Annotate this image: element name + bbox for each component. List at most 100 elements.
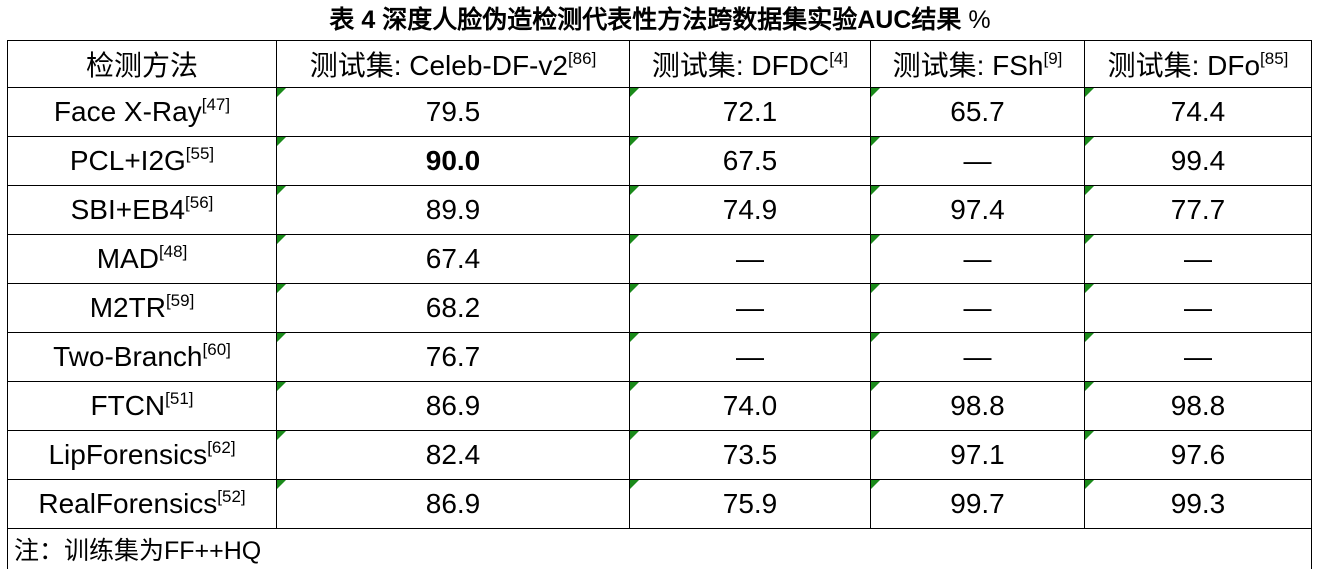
green-corner-marker bbox=[630, 235, 639, 244]
green-corner-marker bbox=[1085, 480, 1094, 489]
value-cell: — bbox=[1084, 332, 1312, 382]
auc-value: 86.9 bbox=[425, 390, 481, 421]
auc-value: 74.9 bbox=[722, 194, 778, 225]
table-row: Two-Branch[60] 76.7 — — — bbox=[7, 332, 1312, 382]
auc-value: 76.7 bbox=[425, 341, 481, 372]
green-corner-marker bbox=[277, 431, 286, 440]
method-name: Two-Branch bbox=[53, 341, 203, 372]
green-corner-marker bbox=[630, 480, 639, 489]
auc-value: — bbox=[1184, 341, 1212, 372]
value-cell: 82.4 bbox=[276, 430, 630, 480]
value-cell: 73.5 bbox=[629, 430, 871, 480]
value-cell: 65.7 bbox=[870, 87, 1085, 137]
value-cell: 86.9 bbox=[276, 381, 630, 431]
value-cell: 77.7 bbox=[1084, 185, 1312, 235]
auc-value: 75.9 bbox=[722, 488, 778, 519]
method-name: LipForensics bbox=[48, 439, 208, 470]
method-cell: M2TR[59] bbox=[7, 283, 277, 333]
table-row: FTCN[51] 86.9 74.0 98.8 98.8 bbox=[7, 381, 1312, 431]
auc-value: 79.5 bbox=[425, 96, 481, 127]
auc-value: 77.7 bbox=[1170, 194, 1226, 225]
caption-label: 表 4 bbox=[329, 6, 376, 34]
green-corner-marker bbox=[277, 382, 286, 391]
method-name: PCL+I2G bbox=[69, 145, 186, 176]
auc-value: 99.7 bbox=[950, 488, 1005, 519]
table-row: LipForensics[62] 82.4 73.5 97.1 97.6 bbox=[7, 430, 1312, 480]
method-name: M2TR bbox=[89, 292, 166, 323]
caption-unit: % bbox=[968, 6, 991, 34]
value-cell: 76.7 bbox=[276, 332, 630, 382]
value-cell: — bbox=[1084, 283, 1312, 333]
green-corner-marker bbox=[630, 431, 639, 440]
header-row: 检测方法 测试集: Celeb-DF-v2[86] 测试集: DFDC[4] 测… bbox=[7, 40, 1312, 88]
green-corner-marker bbox=[871, 88, 880, 97]
auc-value: 97.6 bbox=[1170, 439, 1226, 470]
method-cell: LipForensics[62] bbox=[7, 430, 277, 480]
green-corner-marker bbox=[630, 333, 639, 342]
value-cell: 67.5 bbox=[629, 136, 871, 186]
green-corner-marker bbox=[1085, 284, 1094, 293]
caption-title: 深度人脸伪造检测代表性方法跨数据集实验AUC结果 bbox=[382, 6, 962, 34]
table-row: SBI+EB4[56] 89.9 74.9 97.4 77.7 bbox=[7, 185, 1312, 235]
header-dfdc: 测试集: DFDC[4] bbox=[629, 40, 871, 88]
table-body: Face X-Ray[47] 79.5 72.1 65.7 74.4 PCL+I2G[55… bbox=[7, 87, 1312, 529]
auc-value: 67.5 bbox=[722, 145, 778, 176]
green-corner-marker bbox=[1085, 235, 1094, 244]
value-cell: 74.0 bbox=[629, 381, 871, 431]
green-corner-marker bbox=[1085, 431, 1094, 440]
value-cell: — bbox=[870, 332, 1085, 382]
green-corner-marker bbox=[630, 88, 639, 97]
green-corner-marker bbox=[871, 186, 880, 195]
method-ref: [62] bbox=[207, 438, 236, 457]
auc-value: 97.4 bbox=[950, 194, 1005, 225]
green-corner-marker bbox=[630, 284, 639, 293]
results-table: 检测方法 测试集: Celeb-DF-v2[86] 测试集: DFDC[4] 测… bbox=[7, 40, 1312, 569]
auc-value: 99.4 bbox=[1170, 145, 1226, 176]
value-cell: 67.4 bbox=[276, 234, 630, 284]
green-corner-marker bbox=[630, 186, 639, 195]
auc-value: 86.9 bbox=[425, 488, 481, 519]
green-corner-marker bbox=[277, 137, 286, 146]
value-cell: — bbox=[870, 234, 1085, 284]
auc-value: 72.1 bbox=[722, 96, 778, 127]
auc-value: 67.4 bbox=[425, 243, 481, 274]
method-name: Face X-Ray bbox=[53, 96, 202, 127]
method-cell: PCL+I2G[55] bbox=[7, 136, 277, 186]
method-cell: RealForensics[52] bbox=[7, 479, 277, 529]
green-corner-marker bbox=[871, 480, 880, 489]
header-fsh: 测试集: FSh[9] bbox=[870, 40, 1085, 88]
value-cell: 98.8 bbox=[1084, 381, 1312, 431]
method-ref: [56] bbox=[185, 193, 214, 212]
auc-value: 99.3 bbox=[1170, 488, 1226, 519]
green-corner-marker bbox=[871, 235, 880, 244]
method-ref: [51] bbox=[165, 389, 194, 408]
table-note: 注：训练集为FF++HQ bbox=[7, 528, 1312, 569]
table-row: M2TR[59] 68.2 — — — bbox=[7, 283, 1312, 333]
auc-value: — bbox=[736, 243, 764, 274]
green-corner-marker bbox=[871, 137, 880, 146]
auc-value: 74.0 bbox=[722, 390, 778, 421]
auc-value: 73.5 bbox=[722, 439, 778, 470]
table-caption: 表 4 深度人脸伪造检测代表性方法跨数据集实验AUC结果 % bbox=[0, 0, 1320, 40]
auc-value: 97.1 bbox=[950, 439, 1005, 470]
header-method: 检测方法 bbox=[7, 40, 277, 88]
table-row: Face X-Ray[47] 79.5 72.1 65.7 74.4 bbox=[7, 87, 1312, 137]
green-corner-marker bbox=[1085, 137, 1094, 146]
green-corner-marker bbox=[277, 284, 286, 293]
green-corner-marker bbox=[1085, 382, 1094, 391]
green-corner-marker bbox=[871, 382, 880, 391]
method-cell: FTCN[51] bbox=[7, 381, 277, 431]
table-row: PCL+I2G[55] 90.0 67.5 — 99.4 bbox=[7, 136, 1312, 186]
value-cell: 99.7 bbox=[870, 479, 1085, 529]
auc-value: 90.0 bbox=[425, 145, 481, 176]
auc-value: — bbox=[1184, 292, 1212, 323]
method-cell: SBI+EB4[56] bbox=[7, 185, 277, 235]
value-cell: 72.1 bbox=[629, 87, 871, 137]
auc-value: 68.2 bbox=[425, 292, 481, 323]
green-corner-marker bbox=[277, 88, 286, 97]
auc-value: — bbox=[963, 145, 992, 176]
value-cell: 86.9 bbox=[276, 479, 630, 529]
method-ref: [59] bbox=[165, 291, 195, 310]
green-corner-marker bbox=[277, 480, 286, 489]
value-cell: 75.9 bbox=[629, 479, 871, 529]
